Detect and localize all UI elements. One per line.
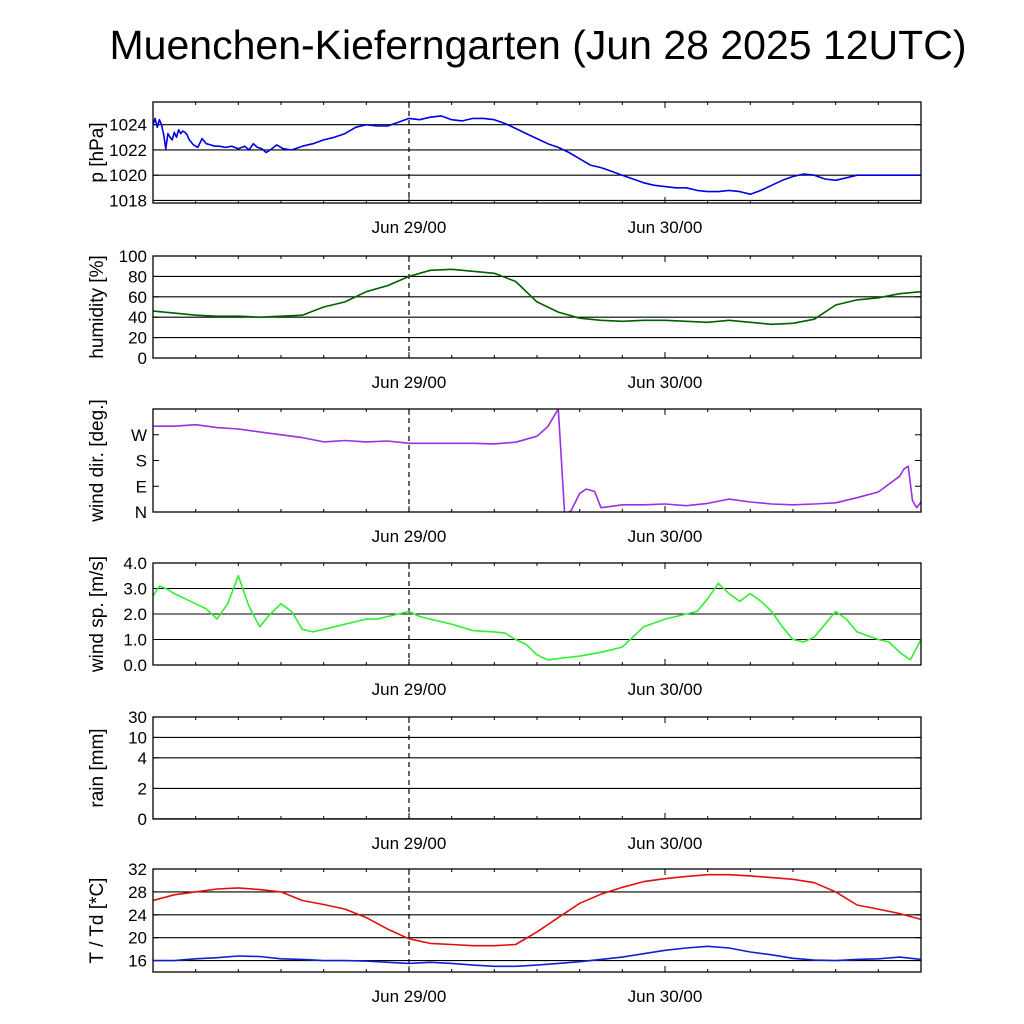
- series-line-2: [153, 945, 921, 968]
- x-tick-label: Jun 30/00: [628, 527, 703, 546]
- y-axis-label: wind sp. [m/s]: [87, 556, 108, 673]
- series-group: [153, 409, 921, 512]
- x-tick-label: Jun 30/00: [628, 680, 703, 699]
- y-tick-label: 1018: [109, 191, 147, 210]
- y-axis-label: p [hPa]: [87, 122, 108, 182]
- y-axis-label: humidity [%]: [87, 255, 108, 358]
- y-tick-label: 30: [128, 708, 147, 727]
- plot-frame: [152, 101, 922, 204]
- series-group: [153, 268, 921, 326]
- y-tick-label: 20: [128, 929, 147, 948]
- x-tick-label: Jun 29/00: [372, 680, 447, 699]
- plot-frame: [152, 716, 922, 820]
- x-tick-label: Jun 30/00: [628, 218, 703, 237]
- y-tick-label: E: [136, 477, 147, 496]
- series-line-1: [153, 115, 921, 195]
- x-tick-label: Jun 29/00: [372, 373, 447, 392]
- x-tick-label: Jun 29/00: [372, 834, 447, 853]
- chart-title: Muenchen-Kieferngarten (Jun 28 2025 12UT…: [109, 22, 967, 68]
- series-line-1: [153, 268, 921, 326]
- y-tick-label: S: [136, 452, 147, 471]
- plot-frame: [152, 255, 922, 359]
- y-tick-label: 2: [138, 779, 147, 798]
- y-tick-label: 1.0: [123, 631, 147, 650]
- chart-panel-6: 16 20 24 28 32 Jun 29/00 Jun 30/00 T / Td [*C]: [87, 860, 922, 1006]
- x-tick-label: Jun 30/00: [628, 834, 703, 853]
- y-tick-label: 24: [128, 906, 147, 925]
- y-tick-label: 3.0: [123, 580, 147, 599]
- x-tick-label: Jun 29/00: [372, 218, 447, 237]
- y-tick-label: 0.0: [123, 656, 147, 675]
- y-tick-label: 0: [138, 810, 147, 829]
- y-tick-label: 1020: [109, 166, 147, 185]
- x-tick-label: Jun 29/00: [372, 527, 447, 546]
- y-axis-label: wind dir. [deg.]: [87, 399, 108, 523]
- y-tick-label: 1024: [109, 116, 147, 135]
- x-tick-label: Jun 30/00: [628, 373, 703, 392]
- x-tick-label: Jun 29/00: [372, 987, 447, 1006]
- y-axis-label: T / Td [*C]: [87, 878, 108, 964]
- y-tick-label: 10: [128, 728, 147, 747]
- y-tick-label: 40: [128, 308, 147, 327]
- y-tick-label: 2.0: [123, 605, 147, 624]
- series-group: [153, 115, 921, 195]
- series-line-1: [153, 873, 921, 947]
- y-tick-label: 60: [128, 288, 147, 307]
- chart-panel-1: 1018 1020 1022 1024 Jun 29/00 Jun 30/00 p [hPa…: [87, 101, 922, 237]
- series-line-1: [153, 575, 921, 661]
- plot-frame: [152, 868, 922, 973]
- x-tick-label: Jun 30/00: [628, 987, 703, 1006]
- y-tick-label: 4: [138, 749, 147, 768]
- y-tick-label: 32: [128, 860, 147, 879]
- y-tick-label: 1022: [109, 141, 147, 160]
- plot-frame: [152, 408, 922, 513]
- y-tick-label: 20: [128, 329, 147, 348]
- series-group: [153, 575, 921, 661]
- y-tick-label: 16: [128, 952, 147, 971]
- y-axis-label: rain [mm]: [87, 728, 108, 807]
- y-tick-label: 4.0: [123, 554, 147, 573]
- y-tick-label: 0: [138, 349, 147, 368]
- y-tick-label: 100: [119, 247, 147, 266]
- plot-frame: [152, 562, 922, 666]
- chart-panel-4: 0.0 1.0 2.0 3.0 4.0 Jun 29/00 Jun 30/00 wind sp…: [87, 554, 922, 699]
- series-line-1: [153, 409, 921, 512]
- series-group: [153, 873, 921, 968]
- y-tick-label: W: [131, 426, 147, 445]
- y-tick-label: 80: [128, 267, 147, 286]
- y-tick-label: N: [135, 503, 147, 522]
- y-tick-label: 28: [128, 883, 147, 902]
